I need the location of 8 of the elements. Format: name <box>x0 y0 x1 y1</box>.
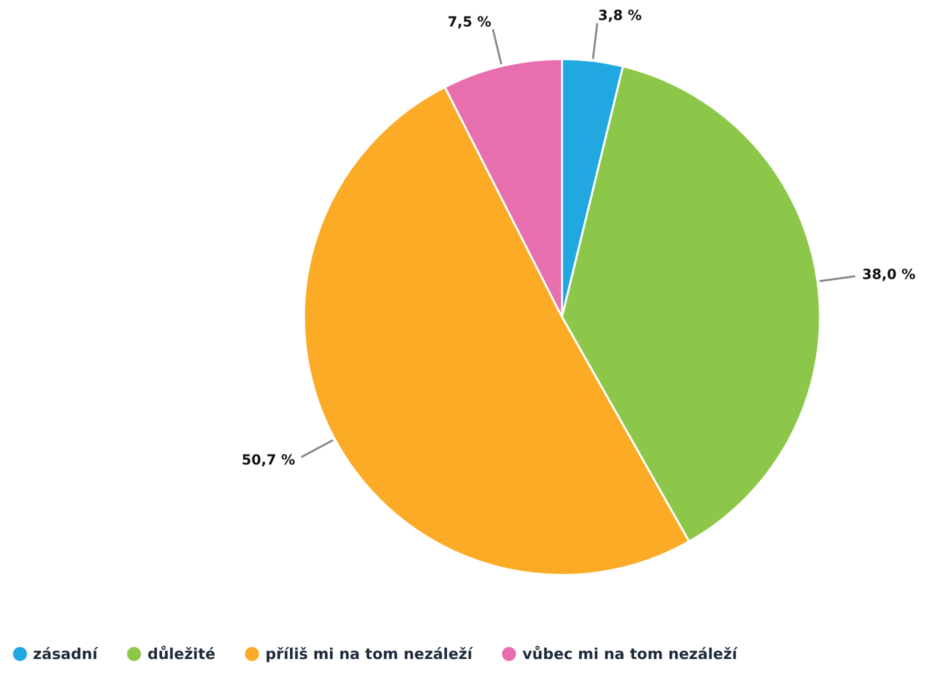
legend-label: důležité <box>147 645 216 663</box>
legend-label: zásadní <box>33 645 98 663</box>
legend-label: vůbec mi na tom nezáleží <box>522 645 738 663</box>
legend-label: příliš mi na tom nezáleží <box>265 645 472 663</box>
data-label: 38,0 % <box>862 267 916 284</box>
data-label: 7,5 % <box>448 14 492 30</box>
data-label: 3,8 % <box>598 8 642 24</box>
data-label: 50,7 % <box>242 452 296 468</box>
